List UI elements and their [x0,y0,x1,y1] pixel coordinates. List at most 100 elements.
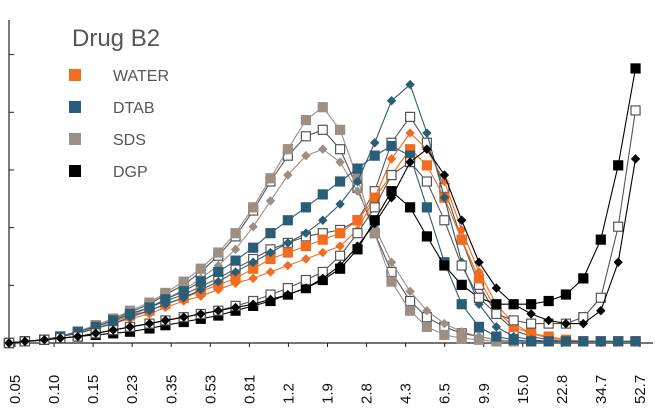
data-point [318,247,328,258]
data-point [283,170,293,180]
data-point [630,105,641,116]
data-point [335,228,346,239]
legend-swatch [69,133,81,145]
data-point [335,157,345,167]
data-point [300,115,311,126]
data-point [196,284,206,295]
data-point [125,312,135,322]
data-point [630,154,641,164]
legend-label: SDS [113,132,146,149]
data-point [491,299,502,310]
data-point [300,274,311,286]
series-line [8,148,636,344]
data-point [386,140,397,152]
x-tick-label: 0.35 [163,375,180,404]
data-point [405,128,415,138]
data-point [317,102,328,113]
data-point [265,173,276,184]
data-point [473,292,485,303]
legend-swatch [69,101,81,113]
data-point [491,331,502,342]
data-point [526,309,536,319]
data-point [439,192,450,203]
data-point [370,192,380,203]
x-tick-label: 34.7 [593,375,610,404]
data-point [248,299,258,309]
data-point [439,318,450,329]
data-point [596,336,606,347]
data-point [352,163,363,174]
data-point [230,302,241,313]
legend-swatch [69,165,81,177]
data-point [318,144,328,154]
x-tick-label: 15.0 [515,375,532,404]
x-tick-label: 52.7 [632,375,649,404]
data-point [543,295,554,307]
data-point [55,333,66,343]
data-point [282,247,293,258]
x-tick-label: 9.9 [476,383,493,404]
legend: Drug B2 WATER DTAB SDS DGP [69,25,169,181]
data-point [265,196,276,206]
data-point [230,255,241,266]
data-point [282,144,293,155]
data-point [352,215,363,226]
data-point [352,186,363,196]
data-point [300,131,311,142]
data-point [265,228,276,239]
data-point [405,202,416,213]
data-point [405,157,415,167]
data-point [421,321,432,332]
data-point [301,283,311,293]
data-point [405,286,415,297]
data-point [265,294,276,305]
data-point [439,260,450,271]
data-point [439,215,450,226]
x-tick-label: 4.3 [398,383,415,404]
legend-label: DGP [113,164,148,181]
data-point [248,242,259,253]
data-point [213,247,224,258]
series-line [8,83,636,344]
data-point [335,241,345,251]
data-point [230,267,241,277]
data-point [421,176,432,187]
series-line [8,106,636,344]
data-point [386,154,397,164]
data-point [39,335,50,345]
data-point [386,276,397,287]
data-point [578,336,589,347]
data-point [318,273,328,284]
data-point [439,170,450,180]
data-point [456,326,467,337]
data-point [421,202,432,213]
series-line [8,148,637,344]
legend-label: WATER [113,68,169,85]
data-point [335,176,346,187]
x-tick-label: 0.23 [124,375,141,404]
series-line [8,148,636,344]
data-point [335,124,346,135]
data-point [422,305,432,316]
data-point [213,305,224,316]
data-point [456,279,467,290]
data-point [317,124,328,135]
data-point [213,276,224,287]
data-point [474,267,484,277]
data-point [613,221,624,232]
data-point [370,138,380,148]
data-point [405,79,415,90]
data-point [508,299,519,309]
data-point [543,315,554,326]
series-dgp [3,105,641,349]
data-point [144,318,155,329]
data-point [108,325,118,335]
series-dgp [4,144,641,348]
data-point [301,228,311,238]
data-point [318,215,328,225]
data-point [630,63,641,74]
series-water [3,144,641,349]
data-point [474,257,484,267]
data-point [300,202,311,213]
data-point [456,215,467,225]
